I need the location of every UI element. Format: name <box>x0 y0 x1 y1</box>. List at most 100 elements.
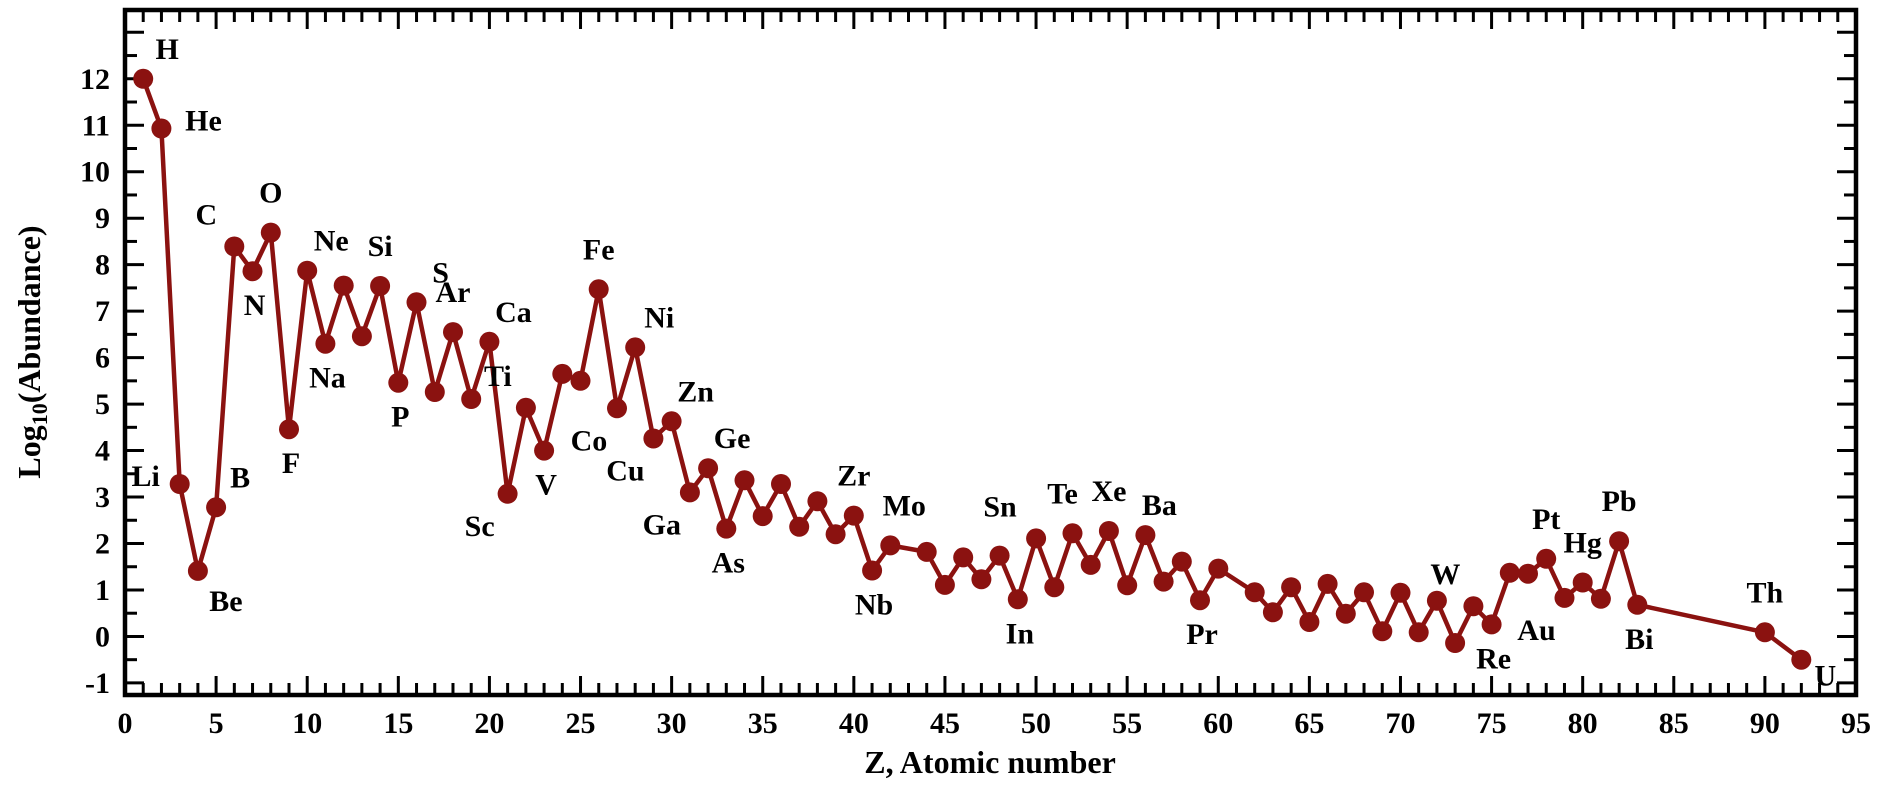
point-F <box>279 419 299 440</box>
point-Ni <box>625 337 646 358</box>
element-label-In: In <box>1006 617 1035 650</box>
element-label-Ti: Ti <box>484 360 512 393</box>
point-S <box>406 292 427 313</box>
point-Be <box>187 560 208 581</box>
point-Sm <box>1244 582 1265 603</box>
point-P <box>388 372 409 393</box>
element-label-Re: Re <box>1476 642 1511 675</box>
y-tick-label-8: 8 <box>95 249 110 282</box>
point-W <box>1463 596 1484 617</box>
point-N <box>242 261 263 282</box>
point-Ne <box>297 260 318 281</box>
y-tick-label-3: 3 <box>95 481 110 514</box>
point-Pd <box>953 547 974 568</box>
point-Cd <box>989 545 1010 566</box>
element-label-B: B <box>230 461 250 494</box>
element-label-Sc: Sc <box>465 510 495 543</box>
element-label-Zr: Zr <box>837 460 870 493</box>
x-tick-label-80: 80 <box>1568 707 1598 740</box>
point-H <box>133 68 154 89</box>
x-tick-label-10: 10 <box>292 707 322 740</box>
element-label-Cu: Cu <box>606 454 644 487</box>
y-tick-label-9: 9 <box>95 202 110 235</box>
x-tick-label-50: 50 <box>1021 707 1051 740</box>
element-label-He: He <box>185 105 222 138</box>
element-label-Si: Si <box>368 230 393 263</box>
point-Se <box>734 470 755 491</box>
point-Sn <box>1026 528 1047 549</box>
y-tick-label-6: 6 <box>95 342 110 375</box>
element-label-Ca: Ca <box>495 296 532 329</box>
element-label-W: W <box>1430 558 1460 591</box>
element-label-Ni: Ni <box>644 301 674 334</box>
point-Ga <box>679 482 700 503</box>
abundance-line <box>140 76 1804 662</box>
point-I <box>1080 554 1101 575</box>
point-Sr <box>807 491 828 512</box>
point-Ba <box>1135 525 1156 546</box>
point-Pt <box>1536 548 1557 569</box>
element-label-N: N <box>244 289 266 322</box>
element-label-Hg: Hg <box>1564 527 1602 560</box>
element-label-Pb: Pb <box>1602 485 1637 518</box>
point-Li <box>169 474 190 494</box>
element-label-V: V <box>535 469 557 502</box>
x-tick-label-85: 85 <box>1659 707 1689 740</box>
point-C <box>224 236 245 257</box>
x-tick-label-0: 0 <box>118 707 133 740</box>
point-Mn <box>570 370 591 391</box>
point-Re <box>1481 614 1502 635</box>
x-tick-label-30: 30 <box>657 707 687 740</box>
point-Sc <box>497 483 518 504</box>
element-label-Ne: Ne <box>314 225 349 258</box>
point-Bi <box>1627 594 1648 615</box>
point-Y <box>825 524 846 545</box>
element-label-Sn: Sn <box>983 490 1017 523</box>
x-tick-label-70: 70 <box>1385 707 1415 740</box>
plot-frame <box>122 7 1859 698</box>
point-Cu <box>643 428 664 449</box>
element-label-Bi: Bi <box>1625 623 1653 656</box>
element-label-Te: Te <box>1047 477 1078 510</box>
x-tick-label-35: 35 <box>748 707 778 740</box>
point-Th <box>1754 622 1775 643</box>
y-tick-label-0: 0 <box>95 620 110 653</box>
x-tick-label-20: 20 <box>474 707 504 740</box>
tick-labels: 0 5 10 15 20 25 30 35 40 45 50 55 60 65 70 75 80 85 90 95-1… <box>80 63 1871 740</box>
point-Br <box>752 506 773 527</box>
y-axis-title: Log10(Abundance) <box>11 225 52 478</box>
point-Ho <box>1335 603 1356 624</box>
point-Hg <box>1572 572 1593 593</box>
point-Co <box>607 398 627 419</box>
point-Ag <box>971 569 992 590</box>
x-tick-label-90: 90 <box>1750 707 1780 740</box>
point-Eu <box>1262 602 1283 623</box>
element-label-Be: Be <box>209 585 242 618</box>
element-label-Ge: Ge <box>714 422 751 455</box>
point-Tm <box>1372 621 1393 642</box>
element-label-Au: Au <box>1517 614 1555 647</box>
point-As <box>716 518 737 539</box>
y-tick-label-7: 7 <box>95 295 110 328</box>
point-Er <box>1354 582 1374 603</box>
point-Cl <box>424 382 445 402</box>
point-Ar <box>443 322 463 343</box>
point-Te <box>1062 523 1083 544</box>
point-Zn <box>661 411 682 432</box>
point-Cr <box>552 363 573 384</box>
point-Rh <box>934 574 955 595</box>
point-Ce <box>1171 551 1192 572</box>
point-Tl <box>1590 588 1611 609</box>
x-tick-label-40: 40 <box>839 707 869 740</box>
point-K <box>461 389 482 409</box>
x-tick-label-60: 60 <box>1203 707 1233 740</box>
point-V <box>534 440 555 461</box>
element-label-Th: Th <box>1747 576 1784 609</box>
point-Na <box>315 333 336 354</box>
point-Zr <box>843 505 864 526</box>
point-B <box>206 497 227 518</box>
point-Xe <box>1098 521 1119 541</box>
x-tick-label-75: 75 <box>1477 707 1507 740</box>
